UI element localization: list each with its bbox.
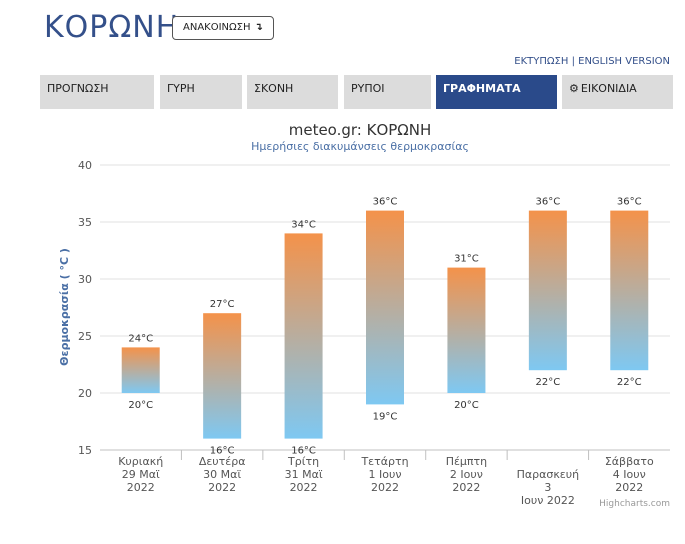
tab-label: ΡΥΠΟΙ: [351, 82, 385, 95]
low-temp-label: 22°C: [535, 377, 560, 388]
site-title: ΚΟΡΩΝΗ: [44, 10, 180, 45]
english-version-link[interactable]: ENGLISH VERSION: [578, 56, 670, 67]
x-tick-label: 2022: [615, 481, 643, 494]
high-temp-label: 34°C: [291, 219, 316, 230]
temperature-bar: [284, 233, 323, 439]
tab-label: ΓΡΑΦΗΜΑΤΑ: [443, 82, 521, 95]
temperature-bar: [610, 210, 649, 371]
link-separator: |: [571, 56, 575, 67]
print-link[interactable]: ΕΚΤΥΠΩΣΗ: [514, 56, 569, 67]
x-tick-label: Τετάρτη: [360, 455, 408, 468]
y-axis-title: Θερμοκρασία ( °C ): [58, 248, 71, 366]
x-tick-label: 31 Μαϊ: [285, 468, 323, 481]
x-tick-label: Σάββατο: [605, 455, 654, 468]
y-tick-label: 20: [78, 387, 92, 400]
x-tick-label: 2022: [127, 481, 155, 494]
tab-charts[interactable]: ΓΡΑΦΗΜΑΤΑ: [436, 75, 557, 109]
gear-icon: ⚙: [569, 82, 579, 95]
low-temp-label: 20°C: [454, 400, 479, 411]
low-temp-label: 22°C: [617, 377, 642, 388]
tab-label: ΠΡΟΓΝΩΣΗ: [47, 82, 109, 95]
x-tick-label: Τρίτη: [287, 455, 319, 468]
high-temp-label: 31°C: [454, 254, 479, 265]
x-tick-label: 2022: [371, 481, 399, 494]
tab-label: ΓΥΡΗ: [167, 82, 195, 95]
tab-pollutants[interactable]: ΡΥΠΟΙ: [344, 75, 431, 109]
temperature-bar: [447, 267, 486, 393]
announce-label: ΑΝΑΚΟΙΝΩΣΗ: [183, 22, 251, 33]
y-tick-label: 35: [78, 216, 92, 229]
tab-pollen[interactable]: ΓΥΡΗ: [160, 75, 242, 109]
temperature-bar: [203, 313, 242, 439]
y-tick-label: 30: [78, 273, 92, 286]
low-temp-label: 16°C: [291, 446, 316, 457]
x-tick-label: 2022: [208, 481, 236, 494]
x-tick-label: 2022: [452, 481, 480, 494]
y-tick-label: 15: [78, 444, 92, 457]
tab-widgets[interactable]: ⚙ ΕΙΚΟΝΙΔΙΑ: [562, 75, 673, 109]
tab-label: ΕΙΚΟΝΙΔΙΑ: [580, 82, 637, 95]
x-tick-label: 1 Ιουν: [369, 468, 402, 481]
high-temp-label: 36°C: [617, 197, 642, 208]
low-temp-label: 16°C: [210, 446, 235, 457]
x-tick-label: 2 Ιουν: [450, 468, 483, 481]
arrow-down-icon: ↴: [254, 22, 263, 33]
x-tick-label: Παρασκευή: [517, 468, 580, 481]
top-links: ΕΚΤΥΠΩΣΗ | ENGLISH VERSION: [514, 56, 670, 67]
chart-title: meteo.gr: ΚΟΡΩΝΗ: [289, 121, 432, 139]
temperature-bar: [366, 210, 404, 405]
x-tick-label: 2022: [290, 481, 318, 494]
x-tick-label: 30 Μαϊ: [203, 468, 241, 481]
high-temp-label: 36°C: [373, 197, 398, 208]
x-tick-label: Δευτέρα: [199, 455, 246, 468]
tab-label: ΣΚΟΝΗ: [254, 82, 294, 95]
low-temp-label: 19°C: [373, 411, 398, 422]
announce-button[interactable]: ΑΝΑΚΟΙΝΩΣΗ ↴: [172, 16, 274, 40]
high-temp-label: 24°C: [128, 333, 153, 344]
chart-subtitle: Ημερήσιες διακυμάνσεις θερμοκρασίας: [251, 140, 469, 153]
x-tick-label: Πέμπτη: [446, 455, 487, 468]
tab-forecast[interactable]: ΠΡΟΓΝΩΣΗ: [40, 75, 154, 109]
x-tick-label: Κυριακή: [118, 455, 163, 468]
x-tick-label: 4 Ιουν: [613, 468, 646, 481]
temperature-bar: [528, 210, 567, 371]
y-tick-label: 40: [78, 159, 92, 172]
x-tick-label: Ιουν 2022: [521, 494, 575, 507]
y-tick-label: 25: [78, 330, 92, 343]
credits[interactable]: Highcharts.com: [599, 499, 670, 509]
x-tick-label: 3: [544, 481, 551, 494]
tab-dust[interactable]: ΣΚΟΝΗ: [247, 75, 338, 109]
high-temp-label: 27°C: [210, 299, 235, 310]
high-temp-label: 36°C: [535, 197, 560, 208]
x-tick-label: 29 Μαϊ: [122, 468, 160, 481]
temperature-bar: [121, 347, 160, 393]
nav-tabs: ΠΡΟΓΝΩΣΗ ΓΥΡΗ ΣΚΟΝΗ ΡΥΠΟΙ ΓΡΑΦΗΜΑΤΑ ⚙ ΕΙΚ…: [40, 75, 673, 109]
low-temp-label: 20°C: [128, 400, 153, 411]
